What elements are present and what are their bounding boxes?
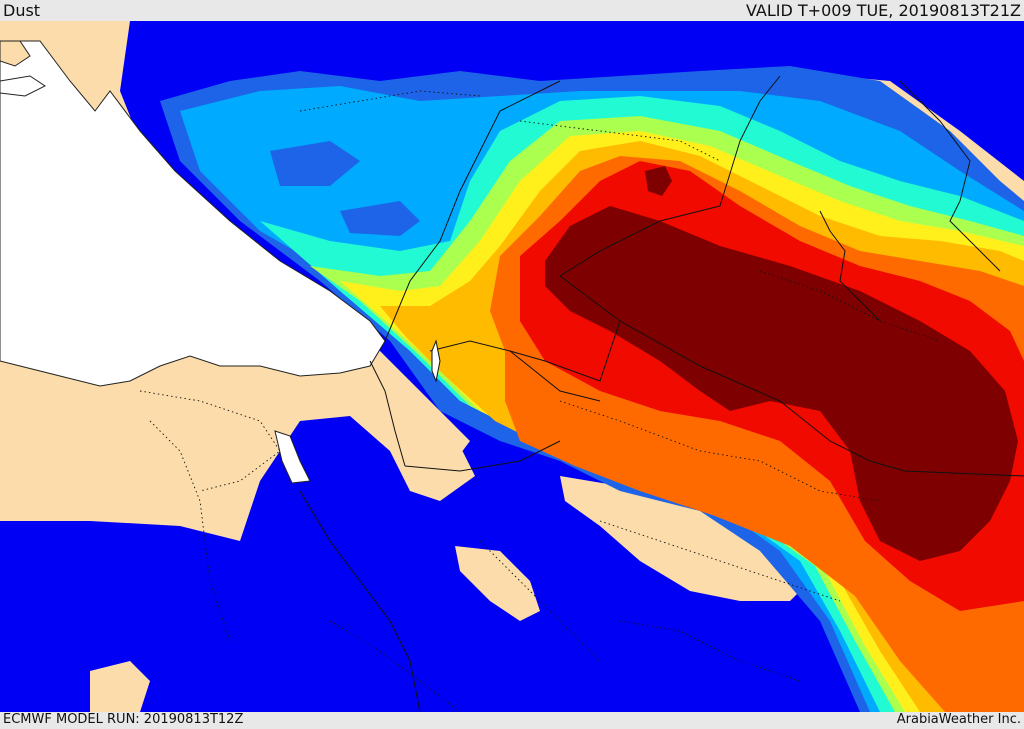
header-bar: Dust VALID T+009 TUE, 20190813T21Z (0, 0, 1024, 21)
province-borders (139, 90, 941, 712)
mediterranean-sea (0, 40, 386, 387)
syria-iraq-border (559, 75, 781, 277)
land-patch-sudan (90, 661, 150, 712)
iran-iraq-border (899, 80, 1001, 272)
dust-forecast-map (0, 21, 1024, 712)
iraq-saudi-border (619, 320, 1024, 477)
dust-level-2-island-a (340, 201, 420, 236)
dust-level-10 (545, 206, 1018, 561)
egypt-sudan-border (299, 490, 421, 712)
land-patch-sinai (400, 446, 475, 501)
egypt-israel-border (369, 360, 406, 467)
valid-time-label: VALID T+009 TUE, 20190813T21Z (745, 1, 1021, 20)
dust-level-10-cell (645, 166, 672, 196)
dead-sea (431, 339, 441, 383)
saudi-north-border (509, 350, 601, 402)
credit-label: ArabiaWeather Inc. (896, 712, 1021, 727)
dust-level-2-island-b (270, 141, 360, 186)
persian-gulf-coast (819, 210, 881, 322)
model-run-label: ECMWF MODEL RUN: 20190813T12Z (3, 712, 244, 727)
turkey-coast-island (0, 40, 31, 67)
levant-coast-border (384, 80, 561, 342)
footer-bar: ECMWF MODEL RUN: 20190813T12Z ArabiaWeat… (0, 712, 1024, 729)
red-sea-north (274, 430, 311, 484)
crete-island (0, 75, 46, 97)
product-title: Dust (3, 1, 41, 20)
land-patch-saudi-west (455, 546, 540, 621)
sinai-saudi-border (404, 440, 561, 472)
country-borders (299, 75, 1024, 712)
